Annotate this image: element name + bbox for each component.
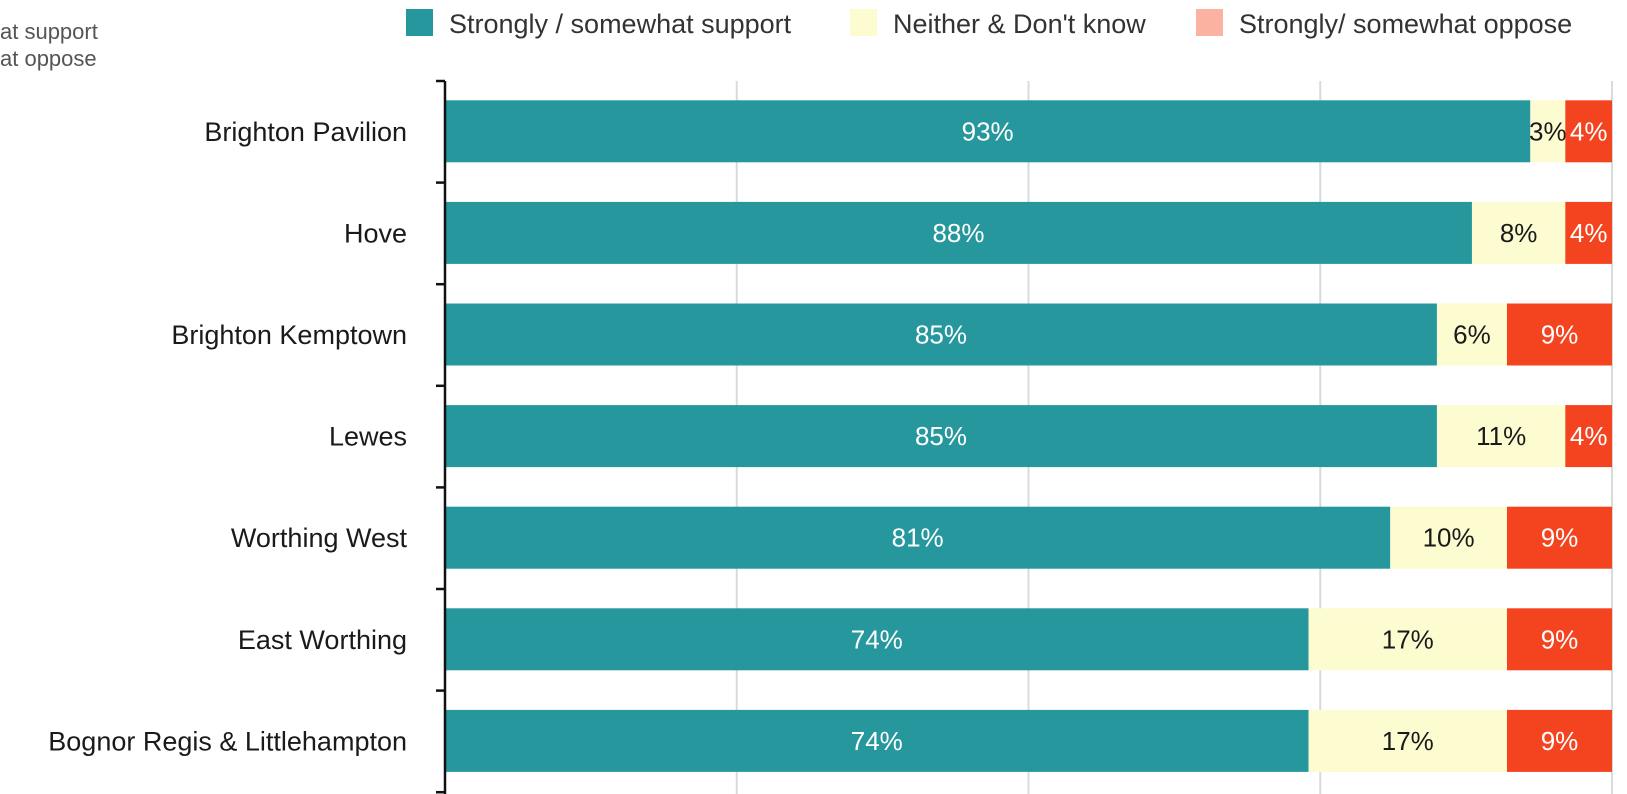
data-label-1-row-5: 81%: [892, 523, 944, 553]
category-label-2: Hove: [344, 218, 407, 248]
side-note: at support at oppose: [0, 19, 98, 71]
data-label-2-row-3: 6%: [1453, 320, 1491, 350]
data-label-2-row-2: 8%: [1500, 218, 1538, 248]
category-label-7: Bognor Regis & Littlehampton: [48, 726, 407, 756]
bar-3-row-6: [1506, 608, 1612, 671]
bars: 93% 3% 4%88% 8% 4%85% 6% 9%85% 11% 4%81% 10% 9%74%…: [445, 100, 1612, 772]
bar-3-row-3: [1506, 303, 1612, 366]
bar-1-row-6: [445, 608, 1309, 671]
data-label-3-row-2: 4%: [1570, 218, 1608, 248]
legend-swatch-2: [850, 9, 877, 36]
legend-label-2: Neither & Don't know: [893, 9, 1146, 39]
legend-label-3: Strongly/ somewhat oppose: [1239, 9, 1572, 39]
side-note-line-2: at oppose: [0, 46, 97, 71]
legend-swatch-1: [406, 9, 433, 36]
bar-3-row-7: [1506, 709, 1612, 772]
bar-3-row-1: [1565, 100, 1612, 163]
bar-2-row-1: [1530, 100, 1566, 163]
category-label-1: Brighton Pavilion: [204, 117, 407, 147]
data-label-2-row-6: 17%: [1382, 624, 1434, 654]
data-label-2-row-1: 3%: [1529, 116, 1567, 146]
data-label-1-row-2: 88%: [932, 218, 984, 248]
bar-2-row-4: [1436, 405, 1566, 468]
bar-1-row-2: [445, 201, 1472, 264]
data-label-1-row-6: 74%: [851, 624, 903, 654]
legend-swatch-3: [1196, 9, 1223, 36]
data-label-3-row-5: 9%: [1541, 523, 1579, 553]
category-label-6: East Worthing: [238, 625, 407, 655]
y-axis: [436, 79, 447, 794]
category-label-3: Brighton Kemptown: [171, 320, 407, 350]
bar-2-row-7: [1308, 709, 1507, 772]
data-label-1-row-7: 74%: [851, 726, 903, 756]
bar-1-row-3: [445, 303, 1437, 366]
bar-1-row-7: [445, 709, 1309, 772]
category-label-5: Worthing West: [231, 523, 408, 553]
data-label-3-row-3: 9%: [1541, 320, 1579, 350]
bar-2-row-3: [1436, 303, 1507, 366]
data-label-1-row-3: 85%: [915, 320, 967, 350]
data-label-3-row-6: 9%: [1541, 624, 1579, 654]
data-label-2-row-7: 17%: [1382, 726, 1434, 756]
legend-label-1: Strongly / somewhat support: [449, 9, 792, 39]
bar-1-row-4: [445, 405, 1437, 468]
data-label-2-row-4: 11%: [1476, 421, 1526, 451]
data-label-3-row-4: 4%: [1570, 421, 1608, 451]
data-label-2-row-5: 10%: [1423, 523, 1475, 553]
bar-2-row-6: [1308, 608, 1507, 671]
data-label-3-row-7: 9%: [1541, 726, 1579, 756]
bar-1-row-5: [445, 506, 1391, 569]
data-label-1-row-4: 85%: [915, 421, 967, 451]
category-label-4: Lewes: [329, 422, 407, 452]
legend: Strongly / somewhat support Neither & Don…: [406, 9, 1572, 39]
bar-3-row-2: [1565, 201, 1612, 264]
side-note-line-1: at support: [0, 19, 98, 44]
bar-3-row-4: [1565, 405, 1612, 468]
bar-2-row-5: [1390, 506, 1507, 569]
category-labels: Brighton Pavilion Hove Brighton Kemptown Le…: [48, 117, 407, 757]
data-label-3-row-1: 4%: [1570, 116, 1608, 146]
bar-3-row-5: [1506, 506, 1612, 569]
bar-2-row-2: [1471, 201, 1566, 264]
data-label-1-row-1: 93%: [962, 116, 1014, 146]
bar-1-row-1: [445, 100, 1531, 163]
